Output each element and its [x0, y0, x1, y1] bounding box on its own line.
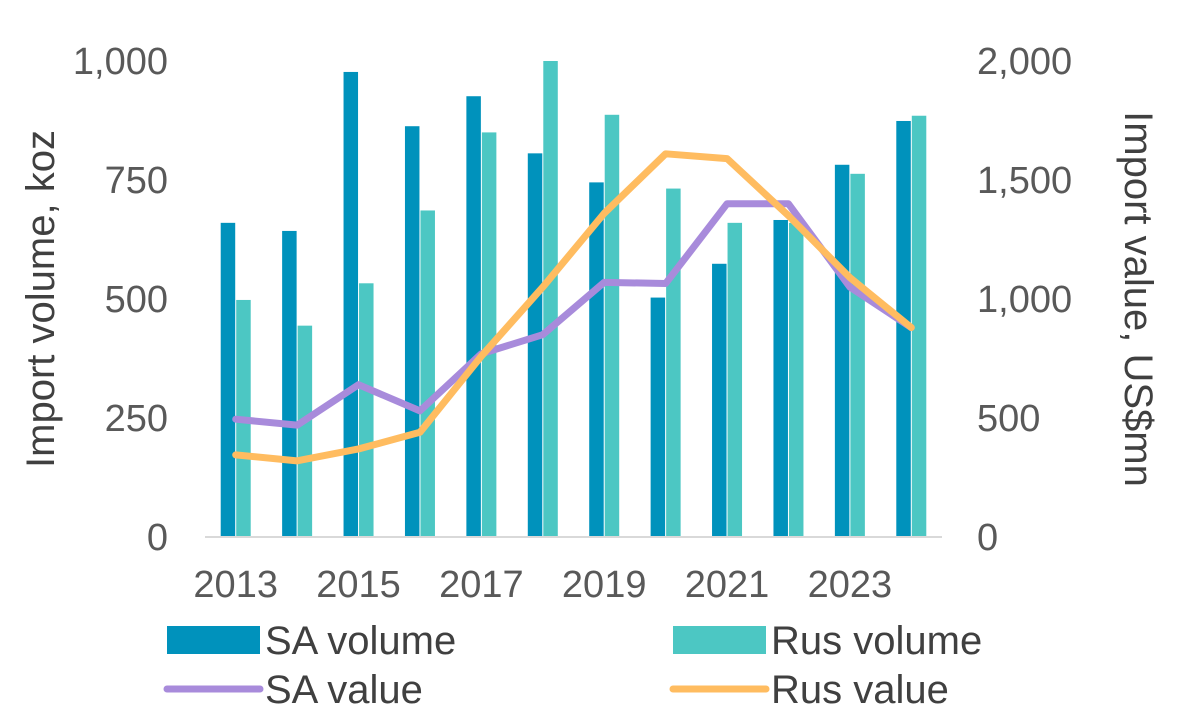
legend-label-sa-volume: SA volume — [265, 619, 456, 663]
bar-sa-volume-2018 — [527, 153, 543, 537]
y-tick-label: 500 — [105, 279, 168, 321]
y-axis-ticks: 0 250 500 750 1,000 — [73, 41, 168, 559]
bar-rus-volume-2018 — [543, 61, 558, 537]
bar-sa-volume-2013 — [220, 222, 236, 537]
y-axis-title: Import volume, koz — [19, 130, 63, 468]
bar-sa-volume-2019 — [589, 182, 604, 537]
bar-sa-volume-2020 — [650, 297, 666, 537]
bar-rus-volume-2021 — [727, 222, 743, 537]
line-sa-value — [232, 200, 915, 429]
x-tick-label: 2019 — [562, 564, 647, 606]
bar-sa-volume-2015 — [343, 71, 359, 537]
bar-rus-volume-2020 — [666, 188, 681, 537]
bar-rus-volume-2019 — [604, 114, 620, 538]
y2-tick-label: 0 — [977, 517, 998, 559]
x-tick-label: 2023 — [808, 564, 893, 606]
y-tick-label: 1,000 — [73, 41, 168, 83]
bar-rus-volume-2016 — [420, 210, 435, 538]
bar-rus-volume-2022 — [788, 222, 804, 537]
x-tick-label: 2015 — [316, 564, 401, 606]
legend-label-rus-value: Rus value — [771, 668, 949, 712]
bars-layer — [220, 61, 927, 538]
y-tick-label: 750 — [105, 160, 168, 202]
line-rus-value — [232, 150, 915, 465]
bar-sa-volume-2024 — [896, 120, 911, 537]
y2-tick-label: 1,500 — [977, 160, 1072, 202]
y2-axis-title: Import value, US$mn — [1116, 111, 1160, 487]
bar-sa-volume-2014 — [282, 230, 297, 537]
x-tick-label: 2013 — [193, 564, 278, 606]
y2-tick-label: 1,000 — [977, 279, 1072, 321]
y-tick-label: 250 — [105, 398, 168, 440]
bar-rus-volume-2017 — [481, 132, 497, 537]
legend-swatch-rus-volume — [673, 626, 766, 654]
bar-rus-volume-2023 — [850, 173, 865, 537]
x-tick-label: 2017 — [439, 564, 524, 606]
legend-label-rus-volume: Rus volume — [771, 619, 982, 663]
bar-sa-volume-2022 — [773, 219, 788, 537]
bar-rus-volume-2024 — [911, 115, 927, 538]
x-tick-label: 2021 — [685, 564, 770, 606]
x-axis-ticks: 2013 2015 2017 2019 2021 2023 — [193, 564, 892, 606]
bar-sa-volume-2016 — [404, 126, 420, 537]
lines-layer — [232, 150, 915, 465]
y2-tick-label: 2,000 — [977, 41, 1072, 83]
y2-tick-label: 500 — [977, 398, 1040, 440]
y2-axis-ticks: 0 500 1,000 1,500 2,000 — [977, 41, 1072, 559]
legend-label-sa-value: SA value — [265, 668, 423, 712]
bar-sa-volume-2021 — [712, 263, 727, 537]
bar-sa-volume-2017 — [466, 96, 481, 537]
bar-sa-volume-2023 — [834, 164, 850, 537]
y-tick-label: 0 — [147, 517, 168, 559]
legend: SA volume Rus volume SA value Rus value — [163, 619, 982, 712]
bar-rus-volume-2014 — [297, 325, 313, 537]
legend-swatch-sa-volume — [167, 626, 260, 654]
bar-rus-volume-2015 — [359, 283, 374, 537]
